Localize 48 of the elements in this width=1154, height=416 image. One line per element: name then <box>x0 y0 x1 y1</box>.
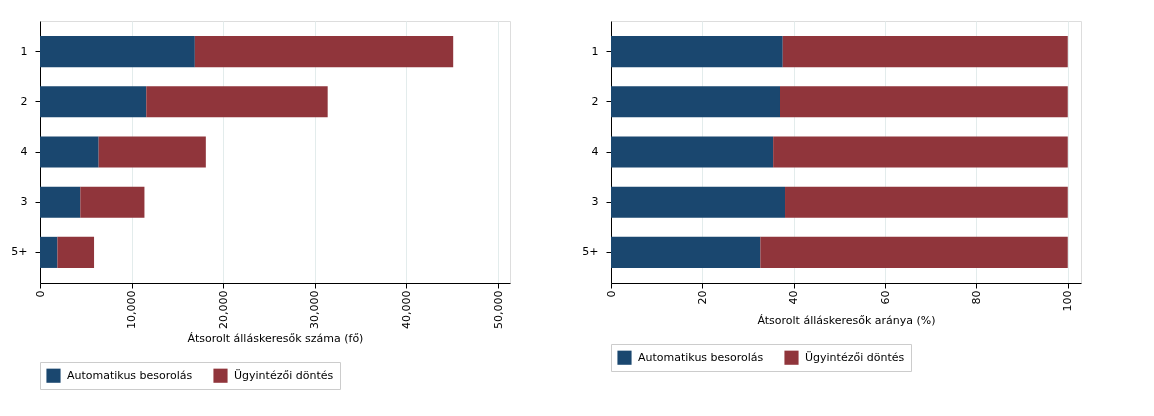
legend-label: Ügyintézői döntés <box>805 350 905 364</box>
bar <box>611 86 780 118</box>
y-tick-label: 2 <box>591 94 599 108</box>
y-tick-label: 1 <box>20 44 28 58</box>
x-tick-label: 0 <box>604 290 618 298</box>
bar <box>40 36 195 68</box>
bar <box>611 186 786 218</box>
bar <box>760 236 1068 268</box>
x-axis-title: Átsorolt álláskeresők száma (fő) <box>187 331 364 345</box>
x-tick-label: 20 <box>695 290 709 305</box>
y-tick-label: 3 <box>591 195 599 209</box>
bar <box>194 36 454 68</box>
y-tick-label: 3 <box>20 195 28 209</box>
x-tick-label: 60 <box>878 290 892 305</box>
y-tick-label: 2 <box>20 94 28 108</box>
bar <box>40 186 81 218</box>
x-tick-label: 40,000 <box>399 290 413 329</box>
bar <box>98 136 206 168</box>
bar <box>780 86 1068 118</box>
bar <box>40 86 147 118</box>
x-tick-label: 40 <box>787 290 801 305</box>
bar <box>80 186 145 218</box>
x-tick-label: 80 <box>969 290 983 305</box>
bar <box>785 186 1068 218</box>
x-tick-label: 100 <box>1061 290 1075 312</box>
x-tick-label: 10,000 <box>125 290 139 329</box>
legend-label: Ügyintézői döntés <box>234 368 334 382</box>
legend-label: Automatikus besorolás <box>67 368 193 382</box>
y-tick-label: 4 <box>591 145 599 158</box>
y-tick-label: 5+ <box>11 245 28 259</box>
bar <box>611 136 774 168</box>
bar <box>611 236 761 268</box>
x-axis-title: Átsorolt álláskeresők aránya (%) <box>757 314 936 328</box>
bar <box>40 236 58 268</box>
y-tick-label: 1 <box>591 44 599 58</box>
bar <box>782 36 1068 68</box>
bar <box>611 36 783 68</box>
bar <box>773 136 1068 168</box>
x-tick-label: 20,000 <box>216 290 230 329</box>
y-tick-label: 4 <box>20 145 28 158</box>
bar <box>57 236 95 268</box>
bar <box>40 136 99 168</box>
y-tick-label: 5+ <box>582 245 599 259</box>
legend-label: Automatikus besorolás <box>638 350 764 364</box>
x-tick-label: 0 <box>33 290 47 298</box>
bar <box>146 86 328 118</box>
x-tick-label: 50,000 <box>491 290 505 329</box>
x-tick-label: 30,000 <box>308 290 322 329</box>
